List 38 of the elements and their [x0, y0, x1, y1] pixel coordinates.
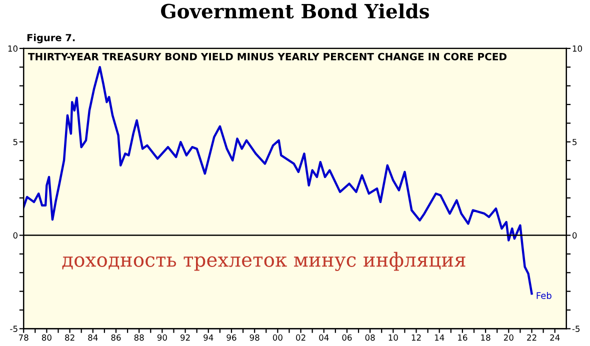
annotation: Feb: [536, 292, 552, 299]
x-tick-label: 02: [296, 334, 306, 341]
line-series: [24, 66, 533, 295]
x-tick-label: 18: [481, 334, 490, 341]
x-tick-label: 14: [434, 334, 444, 341]
x-tick-label: 12: [412, 334, 421, 341]
x-tick-label: 22: [527, 334, 536, 341]
y-tick-label: -5: [10, 326, 18, 332]
x-tick-label: 96: [226, 334, 236, 341]
x-tick-label: 98: [250, 334, 260, 341]
y2-tick-label: 10: [572, 45, 582, 52]
x-tick-label: 88: [134, 334, 144, 341]
x-tick-label: 84: [88, 334, 98, 341]
x-tick-label: 94: [204, 334, 214, 341]
x-tick-label: 90: [157, 334, 167, 341]
y-tick-label: 10: [8, 45, 18, 52]
x-tick-label: 06: [342, 334, 352, 341]
y2-tick-label: 5: [572, 138, 577, 146]
y2-tick-label: 0: [572, 232, 577, 239]
annotation: доходность трехлеток минус инфляция: [62, 252, 466, 271]
x-tick-label: 86: [111, 334, 121, 341]
x-tick-label: 00: [272, 334, 282, 341]
chart-title: Government Bond Yields: [161, 3, 429, 19]
chart-subtitle: THIRTY-YEAR TREASURY BOND YIELD MINUS YEARLY PERCENT CHANGE IN CORE PCED: [28, 52, 506, 60]
x-tick-label: 16: [458, 334, 468, 341]
x-tick-label: 20: [504, 334, 514, 341]
x-tick-label: 10: [388, 334, 398, 341]
x-tick-label: 04: [319, 334, 329, 341]
caption: Figure 7.: [27, 34, 75, 44]
x-tick-label: 92: [180, 334, 190, 341]
y-tick-label: 0: [13, 232, 18, 239]
x-tick-label: 24: [550, 334, 560, 341]
x-tick-label: 82: [65, 334, 74, 341]
y2-tick-label: -5: [572, 326, 580, 332]
x-tick-label: 08: [365, 334, 375, 341]
y-tick-label: 5: [13, 138, 18, 146]
x-tick-label: 80: [42, 334, 52, 341]
x-tick-label: 78: [18, 334, 28, 341]
